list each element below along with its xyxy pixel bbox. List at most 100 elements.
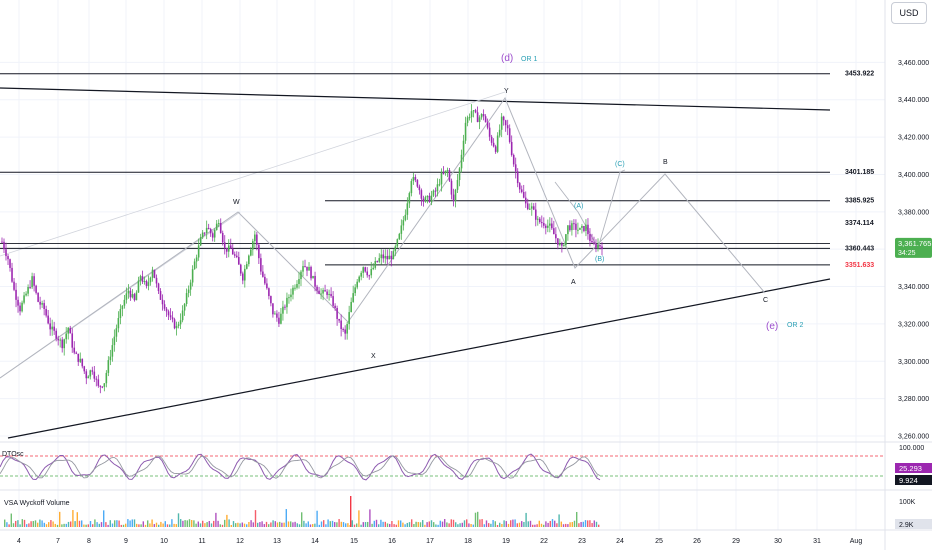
candle-body — [360, 272, 362, 277]
volume-bar — [490, 523, 492, 527]
volume-bar — [184, 520, 186, 527]
volume-bar — [72, 510, 74, 527]
price-levels: 3453.922 3401.185 3385.925 3374.114 3360.443… — [0, 71, 874, 269]
volume-bar — [243, 523, 246, 527]
volume-bar — [320, 521, 323, 527]
volume-bar — [129, 520, 131, 527]
volume-bar — [111, 523, 114, 527]
price-tick-label: 3,300.000 — [898, 359, 929, 366]
time-tick-label: 9 — [124, 538, 128, 545]
volume-bar — [312, 524, 314, 527]
candle-body — [438, 184, 441, 186]
volume-bar — [350, 496, 352, 527]
lower-trendline — [7, 278, 831, 439]
volume-bar — [554, 520, 556, 527]
volume-bar — [133, 519, 136, 527]
volume-bar — [397, 520, 400, 527]
volume-bar — [279, 521, 281, 527]
candle-body — [488, 127, 491, 137]
candle-body — [175, 325, 178, 329]
wave-label: W — [233, 199, 240, 206]
volume-bar — [457, 524, 459, 527]
volume-label: VSA Wyckoff Volume — [4, 500, 70, 507]
candle-body — [199, 237, 202, 246]
candle-body — [193, 261, 196, 270]
candle-body — [340, 320, 342, 330]
osc-value-tag — [895, 475, 932, 485]
candle-body — [597, 245, 599, 249]
volume-bar — [147, 520, 149, 527]
osc-slow-line — [0, 455, 601, 479]
volume-bar — [481, 519, 483, 527]
volume-bar — [417, 522, 419, 527]
candle-body — [270, 296, 272, 304]
candle-body — [536, 218, 539, 220]
candle-body — [197, 245, 200, 258]
candle-body — [593, 242, 595, 244]
candle-body — [376, 261, 379, 263]
time-axis[interactable]: 4 7 8 9 10 11 12 13 14 15 16 17 18 19 22 23 24 25 26 29 30 31… — [17, 538, 862, 545]
candle-body — [1, 241, 3, 243]
candle-body — [67, 327, 70, 334]
candle-body — [466, 117, 469, 123]
volume-bar — [290, 521, 292, 527]
volume-bar — [538, 520, 540, 527]
candle-body — [31, 276, 33, 288]
candle-body — [595, 243, 597, 249]
candle-body — [368, 275, 371, 277]
candle-body — [561, 243, 563, 246]
volume-bar — [281, 522, 283, 527]
volume-bar — [437, 524, 439, 527]
volume-bar — [364, 522, 367, 527]
candle-body — [113, 336, 116, 346]
volume-bar — [23, 519, 26, 527]
volume-bar — [367, 521, 369, 527]
volume-bar — [92, 524, 94, 527]
volume-bar — [173, 523, 175, 527]
candle-body — [346, 324, 348, 334]
candle-body — [492, 142, 495, 147]
candle-body — [396, 239, 399, 247]
volume-bar — [549, 520, 551, 527]
volume-bar — [257, 522, 259, 527]
candle-body — [79, 358, 82, 362]
candle-body — [486, 122, 489, 128]
volume-bar — [175, 524, 177, 527]
volume-bar — [239, 523, 241, 527]
volume-bar — [565, 523, 567, 527]
volume-bar — [162, 523, 164, 527]
candle-body — [229, 245, 232, 249]
candle-body — [532, 206, 535, 210]
candle-body — [57, 338, 59, 341]
volume-bar — [439, 520, 441, 527]
candle-body — [173, 319, 176, 329]
candle-body — [286, 297, 288, 308]
candle-body — [223, 242, 226, 248]
candle-body — [480, 114, 483, 118]
price-axis[interactable]: 3,460.000 3,440.000 3,420.000 3,400.000 3,38… — [895, 60, 932, 441]
candle-body — [490, 136, 493, 143]
candle-body — [135, 292, 138, 301]
candle-body — [420, 190, 423, 199]
time-tick-label: 26 — [693, 538, 701, 545]
candle-body — [69, 327, 72, 334]
candle-body — [278, 317, 280, 324]
candle-body — [25, 293, 27, 296]
candle-body — [366, 271, 369, 276]
currency-selector[interactable]: USD — [891, 2, 927, 24]
volume-bar — [30, 521, 32, 527]
candle-body — [322, 290, 324, 294]
volume-bar — [422, 520, 424, 527]
candle-body — [458, 168, 461, 181]
candle-body — [3, 241, 5, 250]
volume-bar — [303, 520, 305, 527]
candle-body — [482, 114, 485, 117]
volume-bar — [142, 521, 144, 527]
candlestick-series — [1, 104, 603, 394]
candle-body — [547, 225, 549, 228]
osc-value-label: 9.924 — [899, 476, 918, 485]
candle-body — [153, 269, 156, 278]
osc-value-label: 25.293 — [899, 464, 922, 473]
candle-body — [89, 370, 92, 377]
